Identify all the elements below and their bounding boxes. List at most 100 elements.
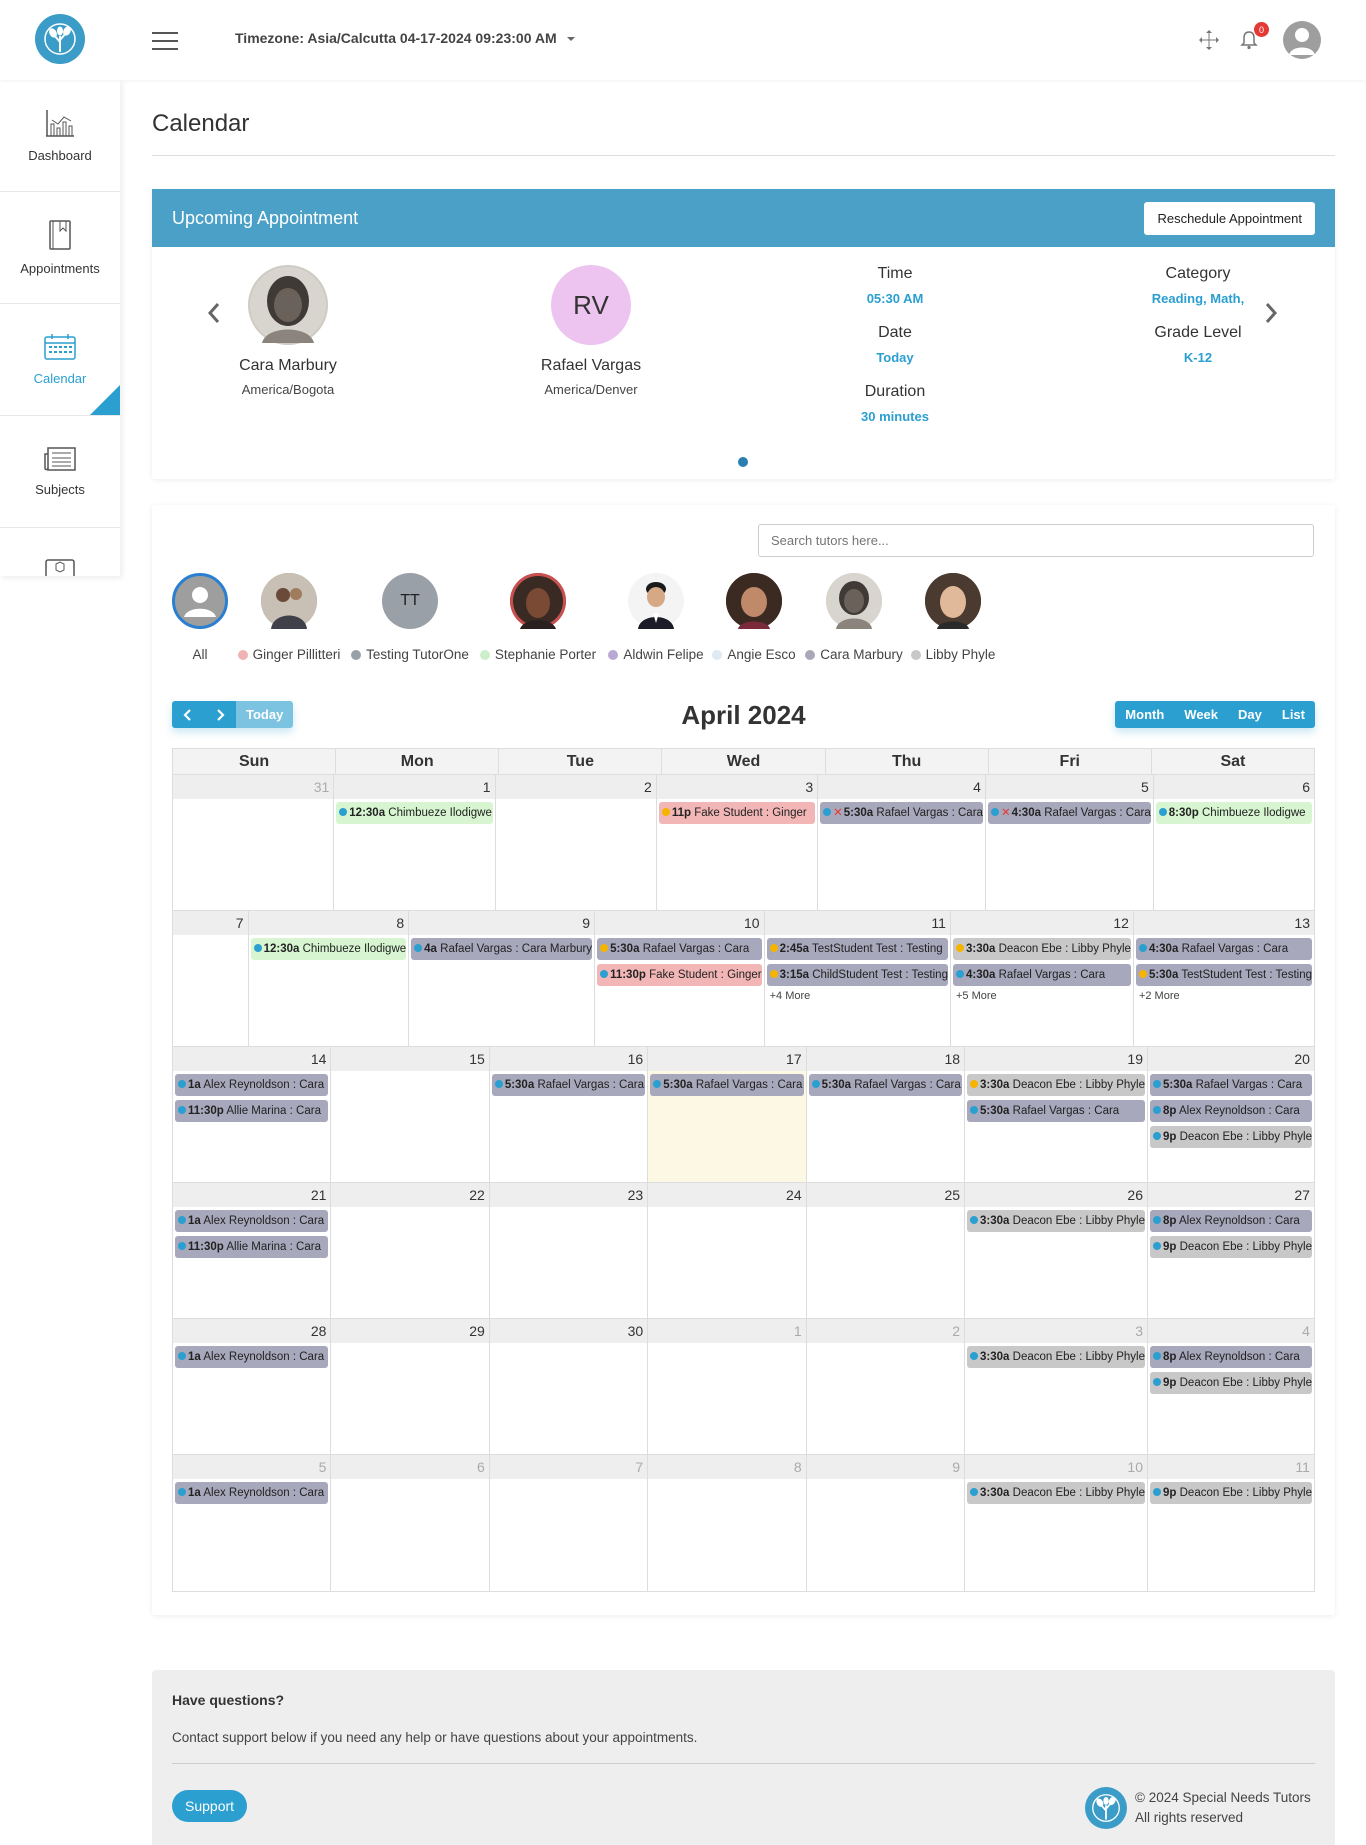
day-number[interactable]: 18: [806, 1047, 965, 1071]
day-number[interactable]: 1: [334, 775, 495, 799]
more-events-link[interactable]: +5 More: [955, 990, 997, 1002]
calendar-event[interactable]: ✕4:30a Rafael Vargas : Cara: [987, 802, 1151, 824]
calendar-day-cell[interactable]: 18 5:30a Rafael Vargas : Cara: [806, 1047, 966, 1182]
calendar-event[interactable]: 5:30a Rafael Vargas : Cara: [967, 1100, 1145, 1122]
day-number[interactable]: 25: [806, 1183, 965, 1207]
calendar-event[interactable]: 3:15a ChildStudent Test : Testing: [766, 964, 948, 986]
day-number[interactable]: 1: [648, 1319, 806, 1343]
calendar-event[interactable]: 9p Deacon Ebe : Libby Phyle: [1150, 1236, 1312, 1258]
view-day-button[interactable]: Day: [1228, 701, 1272, 728]
day-number[interactable]: 22: [331, 1183, 489, 1207]
calendar-day-cell[interactable]: 6: [331, 1455, 490, 1591]
day-number[interactable]: 13: [1133, 911, 1314, 935]
calendar-day-cell[interactable]: 31: [173, 775, 335, 910]
timezone-selector[interactable]: Timezone: Asia/Calcutta 04-17-2024 09:23…: [235, 30, 575, 46]
calendar-event[interactable]: 9p Deacon Ebe : Libby Phyle: [1150, 1482, 1312, 1504]
calendar-day-cell[interactable]: 3 3:30a Deacon Ebe : Libby Phyle: [965, 1319, 1148, 1454]
day-number[interactable]: 9: [409, 911, 595, 935]
day-number[interactable]: 23: [489, 1183, 648, 1207]
sidebar-item-dashboard[interactable]: Dashboard: [0, 80, 120, 192]
calendar-event[interactable]: 5:30a Rafael Vargas : Cara: [650, 1074, 804, 1096]
tutor-filter-all[interactable]: All: [172, 573, 228, 662]
calendar-day-cell[interactable]: 7: [173, 911, 249, 1046]
calendar-day-cell[interactable]: 10 5:30a Rafael Vargas : Cara 11:30p Fake …: [595, 911, 765, 1046]
calendar-day-cell[interactable]: 4 ✕5:30a Rafael Vargas : Cara: [818, 775, 986, 910]
day-number[interactable]: 21: [173, 1183, 331, 1207]
tutor-search-input[interactable]: [758, 524, 1314, 557]
day-number[interactable]: 11: [764, 911, 950, 935]
calendar-day-cell[interactable]: 6 8:30p Chimbueze Ilodigwe: [1153, 775, 1315, 910]
calendar-event[interactable]: 11:30p Fake Student : Ginger: [597, 964, 762, 986]
calendar-day-cell[interactable]: 8: [648, 1455, 807, 1591]
calendar-day-cell[interactable]: 2: [806, 1319, 966, 1454]
menu-toggle-button[interactable]: [152, 32, 178, 50]
calendar-day-cell[interactable]: 29: [331, 1319, 490, 1454]
calendar-day-cell[interactable]: 28 1a Alex Reynoldson : Cara: [173, 1319, 332, 1454]
day-number[interactable]: 5: [985, 775, 1153, 799]
today-button[interactable]: Today: [236, 701, 294, 728]
day-number[interactable]: 9: [806, 1455, 965, 1479]
calendar-event[interactable]: 5:30a Rafael Vargas : Cara: [491, 1074, 646, 1096]
calendar-event[interactable]: 9p Deacon Ebe : Libby Phyle: [1150, 1372, 1312, 1394]
calendar-day-cell[interactable]: 26 3:30a Deacon Ebe : Libby Phyle: [965, 1183, 1148, 1318]
day-number[interactable]: 14: [173, 1047, 331, 1071]
more-events-link[interactable]: +4 More: [769, 990, 811, 1002]
calendar-event[interactable]: 3:30a Deacon Ebe : Libby Phyle: [967, 1074, 1145, 1096]
calendar-day-cell-today[interactable]: 17 5:30a Rafael Vargas : Cara: [648, 1047, 807, 1182]
day-number[interactable]: 6: [331, 1455, 489, 1479]
carousel-next-button[interactable]: [1261, 299, 1281, 327]
calendar-day-cell[interactable]: 20 5:30a Rafael Vargas : Cara 8p Alex Reyn…: [1148, 1047, 1314, 1182]
calendar-day-cell[interactable]: 16 5:30a Rafael Vargas : Cara: [489, 1047, 649, 1182]
day-number[interactable]: 4: [818, 775, 985, 799]
day-number[interactable]: 16: [489, 1047, 648, 1071]
day-number[interactable]: 10: [595, 911, 764, 935]
calendar-event[interactable]: 1a Alex Reynoldson : Cara: [175, 1074, 329, 1096]
tutor-filter-aldwin-felipe[interactable]: Aldwin Felipe: [606, 573, 706, 662]
day-number[interactable]: 29: [331, 1319, 489, 1343]
carousel-prev-button[interactable]: [204, 299, 224, 327]
day-number[interactable]: 19: [965, 1047, 1147, 1071]
calendar-event[interactable]: 12:30a Chimbueze Ilodigwe: [336, 802, 493, 824]
day-number[interactable]: 11: [1148, 1455, 1314, 1479]
calendar-event[interactable]: 4:30a Rafael Vargas : Cara: [1135, 938, 1312, 960]
calendar-day-cell[interactable]: 11 9p Deacon Ebe : Libby Phyle: [1148, 1455, 1314, 1591]
view-month-button[interactable]: Month: [1115, 701, 1175, 728]
day-number[interactable]: 26: [965, 1183, 1147, 1207]
calendar-day-cell[interactable]: 24: [648, 1183, 807, 1318]
calendar-day-cell[interactable]: 13 4:30a Rafael Vargas : Cara 5:30a TestSt…: [1133, 911, 1314, 1046]
day-number[interactable]: 20: [1148, 1047, 1314, 1071]
tutor-filter-stephanie-porter[interactable]: Stephanie Porter: [479, 573, 597, 662]
calendar-event[interactable]: 1a Alex Reynoldson : Cara: [175, 1210, 329, 1232]
calendar-day-cell[interactable]: 5 ✕4:30a Rafael Vargas : Cara: [985, 775, 1154, 910]
day-number[interactable]: 7: [489, 1455, 648, 1479]
calendar-event[interactable]: 8p Alex Reynoldson : Cara: [1150, 1210, 1312, 1232]
day-number[interactable]: 7: [173, 911, 248, 935]
calendar-day-cell[interactable]: 2: [495, 775, 657, 910]
prev-month-button[interactable]: [172, 701, 204, 728]
calendar-day-cell[interactable]: 30: [489, 1319, 649, 1454]
calendar-event[interactable]: ✕5:30a Rafael Vargas : Cara: [820, 802, 983, 824]
calendar-event[interactable]: 9p Deacon Ebe : Libby Phyle: [1150, 1126, 1312, 1148]
calendar-event[interactable]: 3:30a Deacon Ebe : Libby Phyle: [967, 1482, 1145, 1504]
day-number[interactable]: 27: [1148, 1183, 1314, 1207]
tutor-filter-cara-marbury[interactable]: Cara Marbury: [804, 573, 904, 662]
calendar-event[interactable]: 8:30p Chimbueze Ilodigwe: [1155, 802, 1313, 824]
calendar-event[interactable]: 11p Fake Student : Ginger: [658, 802, 816, 824]
user-avatar[interactable]: [1283, 21, 1321, 59]
carousel-indicator-dot[interactable]: [738, 457, 748, 467]
calendar-day-cell[interactable]: 19 3:30a Deacon Ebe : Libby Phyle 5:30a Ra…: [965, 1047, 1148, 1182]
day-number[interactable]: 6: [1153, 775, 1315, 799]
notification-bell-icon[interactable]: 0: [1237, 22, 1269, 52]
support-button[interactable]: Support: [172, 1790, 248, 1822]
calendar-day-cell[interactable]: 5 1a Alex Reynoldson : Cara: [173, 1455, 332, 1591]
tutor-filter-angie-esco[interactable]: Angie Esco: [712, 573, 796, 662]
view-list-button[interactable]: List: [1271, 701, 1315, 728]
day-number[interactable]: 5: [173, 1455, 331, 1479]
view-week-button[interactable]: Week: [1174, 701, 1229, 728]
calendar-event[interactable]: 5:30a Rafael Vargas : Cara: [808, 1074, 963, 1096]
calendar-event[interactable]: 8p Alex Reynoldson : Cara: [1150, 1100, 1312, 1122]
next-month-button[interactable]: [204, 701, 236, 728]
calendar-day-cell[interactable]: 3 11p Fake Student : Ginger: [656, 775, 819, 910]
calendar-event[interactable]: 5:30a Rafael Vargas : Cara: [1150, 1074, 1312, 1096]
sidebar-item-calendar[interactable]: Calendar: [0, 304, 120, 416]
